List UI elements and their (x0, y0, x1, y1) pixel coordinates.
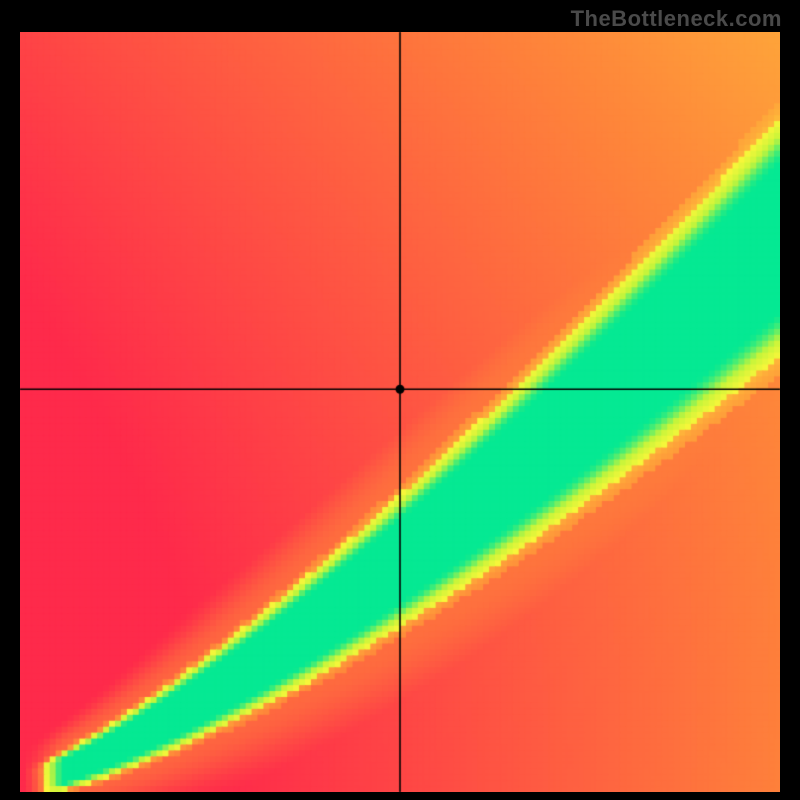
chart-container: { "watermark": { "text": "TheBottleneck.… (0, 0, 800, 800)
crosshair-overlay (0, 0, 800, 800)
watermark-text: TheBottleneck.com (571, 6, 782, 32)
